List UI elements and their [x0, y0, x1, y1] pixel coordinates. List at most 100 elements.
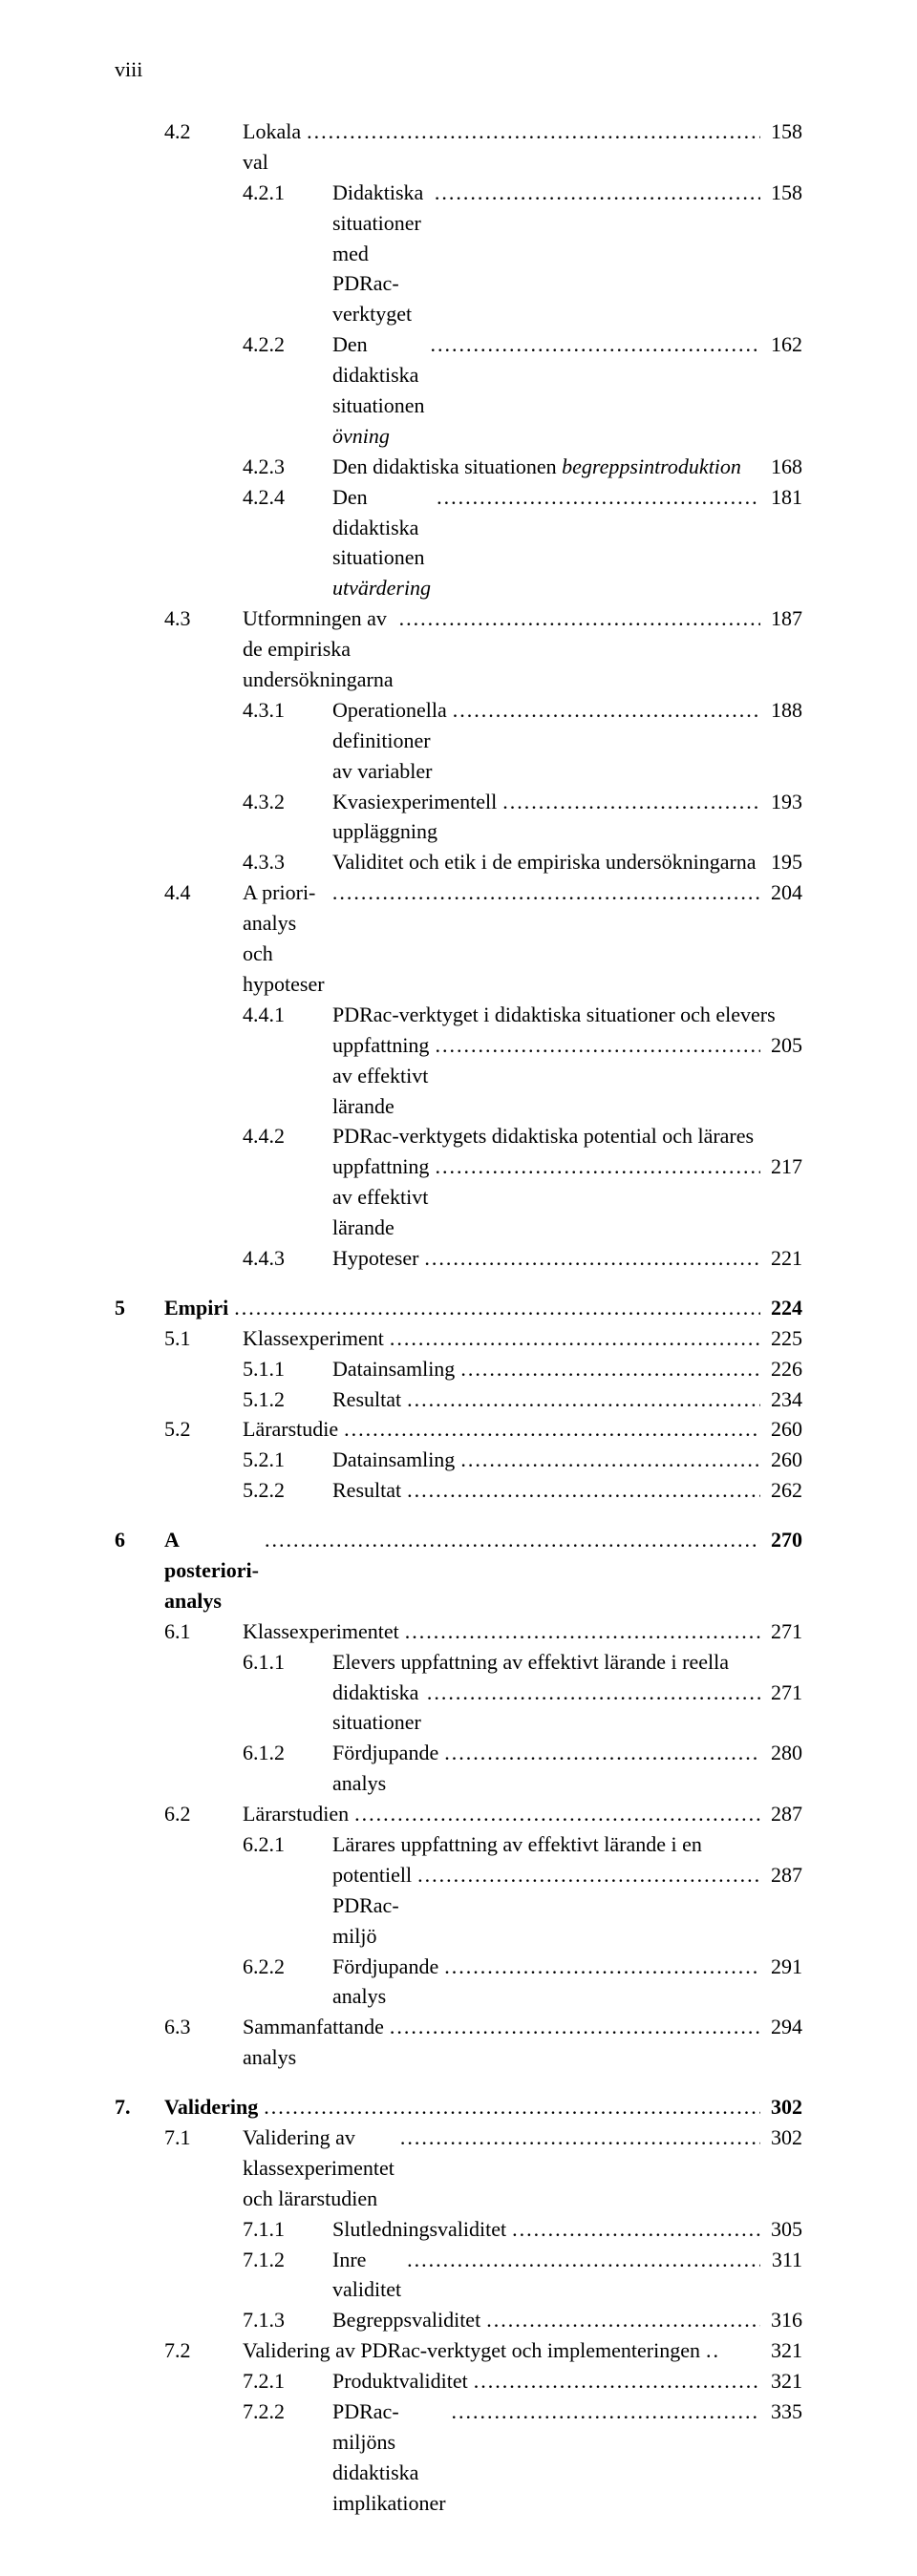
toc-title: Utformningen av de empiriska undersöknin… — [243, 603, 394, 695]
toc-page: 188 — [760, 695, 802, 726]
toc-gap — [115, 2073, 802, 2092]
toc-entry: 4.2.4Den didaktiska situationen utvärder… — [115, 482, 802, 604]
toc-leader: ........................................… — [394, 603, 760, 634]
toc-page: 270 — [760, 1525, 802, 1555]
toc-entry: 6.1.1Elevers uppfattning av effektivt lä… — [115, 1647, 802, 1678]
toc-title: Den didaktiska situationen övning — [332, 329, 425, 452]
toc-title: Lokala val — [243, 116, 301, 178]
toc-entry: 5.1.1Datainsamling......................… — [115, 1354, 802, 1384]
toc-leader: ........................................… — [431, 482, 760, 513]
toc-title: Lärarstudien — [243, 1799, 349, 1829]
toc-title: Didaktiska situationer med PDRac-verktyg… — [332, 178, 429, 329]
toc-title: Inre validitet — [332, 2245, 401, 2306]
toc-number: 7.1 — [164, 2122, 243, 2153]
toc-title-italic: utvärdering — [332, 576, 431, 600]
toc-gap — [115, 1506, 802, 1525]
table-of-contents: 4.2Lokala val...........................… — [115, 116, 802, 2519]
toc-entry: 6.2.2Fördjupande analys.................… — [115, 1952, 802, 2013]
toc-leader: ........................................… — [228, 1293, 760, 1323]
toc-entry: 6.1Klassexperimentet....................… — [115, 1616, 802, 1647]
toc-number: 4.2.2 — [243, 329, 332, 360]
toc-page: 158 — [760, 178, 802, 208]
toc-page: 158 — [760, 116, 802, 147]
toc-leader: ........................................… — [446, 2397, 760, 2427]
toc-page: 204 — [760, 877, 802, 908]
toc-entry: 6.2.1Lärares uppfattning av effektivt lä… — [115, 1829, 802, 1860]
toc-number: 4.4.3 — [243, 1243, 332, 1274]
toc-entry: 6.3Sammanfattande analys................… — [115, 2012, 802, 2073]
toc-title: didaktiska situationer — [332, 1678, 421, 1739]
toc-title: Validitet och etik i de empiriska unders… — [332, 847, 757, 877]
toc-entry: 4.4.1PDRac-verktyget i didaktiska situat… — [115, 1000, 802, 1030]
toc-title: Resultat — [332, 1384, 401, 1415]
toc-entry: 6.1.2Fördjupande analys.................… — [115, 1738, 802, 1799]
toc-entry: 4.2Lokala val...........................… — [115, 116, 802, 178]
toc-number: 5.2.1 — [243, 1445, 332, 1475]
toc-entry: 7.1.1Slutledningsvaliditet..............… — [115, 2214, 802, 2245]
toc-leader: ........................................… — [480, 2305, 760, 2335]
toc-entry: 4.3Utformningen av de empiriska undersök… — [115, 603, 802, 695]
toc-page: 260 — [760, 1445, 802, 1475]
toc-entry: 4.4A priori-analys och hypoteser........… — [115, 877, 802, 1000]
toc-title: Validering av PDRac-verktyget och implem… — [243, 2335, 700, 2366]
toc-number: 6.2 — [164, 1799, 243, 1829]
toc-entry: 5.2Lärarstudie..........................… — [115, 1414, 802, 1445]
toc-page: 225 — [760, 1323, 802, 1354]
toc-title: PDRac-miljöns didaktiska implikationer — [332, 2397, 446, 2519]
toc-title: uppfattning av effektivt lärande — [332, 1151, 429, 1243]
toc-leader: ........................................… — [384, 2012, 760, 2042]
toc-page: 217 — [760, 1151, 802, 1182]
toc-leader: ........................................… — [429, 178, 760, 208]
toc-leader: ........................................… — [401, 1475, 760, 1506]
toc-entry: 6.2Lärarstudien.........................… — [115, 1799, 802, 1829]
toc-leader: ........................................… — [401, 2245, 760, 2275]
toc-page: 271 — [760, 1678, 802, 1708]
toc-number: 4.3.1 — [243, 695, 332, 726]
toc-leader: ........................................… — [455, 1354, 760, 1384]
toc-leader: ........................................… — [259, 1525, 760, 1555]
toc-number: 6.3 — [164, 2012, 243, 2042]
toc-title: Produktvaliditet — [332, 2366, 468, 2397]
toc-entry: 4.2.2Den didaktiska situationen övning..… — [115, 329, 802, 452]
toc-number: 5.2.2 — [243, 1475, 332, 1506]
toc-number: 6.1 — [164, 1616, 243, 1647]
toc-leader: ........................................… — [438, 1952, 760, 1982]
toc-page: 321 — [760, 2335, 802, 2366]
toc-leader: ........................................… — [425, 329, 760, 360]
toc-leader: ........................................… — [349, 1799, 760, 1829]
toc-page: 187 — [760, 603, 802, 634]
toc-entry: 4.3.1Operationella definitioner av varia… — [115, 695, 802, 787]
toc-number: 6 — [115, 1525, 164, 1555]
toc-leader: ........................................… — [384, 1323, 760, 1354]
toc-title: potentiell PDRac-miljö — [332, 1860, 412, 1952]
toc-title: uppfattning av effektivt lärande — [332, 1030, 429, 1122]
toc-title: PDRac-verktygets didaktiska potential oc… — [332, 1121, 754, 1151]
toc-entry: 5.2.1Datainsamling......................… — [115, 1445, 802, 1475]
toc-leader: ........................................… — [301, 116, 760, 147]
toc-entry: 4.2.3Den didaktiska situationen begrepps… — [115, 452, 802, 482]
toc-number: 4.2 — [164, 116, 243, 147]
toc-entry: 7.2Validering av PDRac-verktyget och imp… — [115, 2335, 802, 2366]
toc-number: 6.1.1 — [243, 1647, 332, 1678]
toc-leader: ........................................… — [429, 1151, 760, 1182]
toc-leader: ........................................… — [497, 787, 760, 817]
toc-page: 234 — [760, 1384, 802, 1415]
toc-entry: 7.1.2Inre validitet.....................… — [115, 2245, 802, 2306]
toc-page: 291 — [760, 1952, 802, 1982]
toc-page: 316 — [760, 2305, 802, 2335]
toc-page: 321 — [760, 2366, 802, 2397]
toc-number: 7.2.2 — [243, 2397, 332, 2427]
toc-title: Hypoteser — [332, 1243, 418, 1274]
toc-leader: ........................................… — [412, 1860, 760, 1890]
toc-entry: 4.3.3Validitet och etik i de empiriska u… — [115, 847, 802, 877]
document-page: viii 4.2Lokala val......................… — [0, 0, 917, 2576]
toc-entry: 4.4.2PDRac-verktygets didaktiska potenti… — [115, 1121, 802, 1151]
toc-entry-continuation: didaktiska situationer..................… — [115, 1678, 802, 1739]
toc-entry-continuation: uppfattning av effektivt lärande........… — [115, 1030, 802, 1122]
toc-title-italic: övning — [332, 424, 390, 448]
toc-number: 4.3 — [164, 603, 243, 634]
toc-entry: 4.3.2Kvasiexperimentell uppläggning.....… — [115, 787, 802, 848]
toc-page: 205 — [760, 1030, 802, 1061]
toc-title: Slutledningsvaliditet — [332, 2214, 506, 2245]
toc-entry: 5Empiri.................................… — [115, 1293, 802, 1323]
